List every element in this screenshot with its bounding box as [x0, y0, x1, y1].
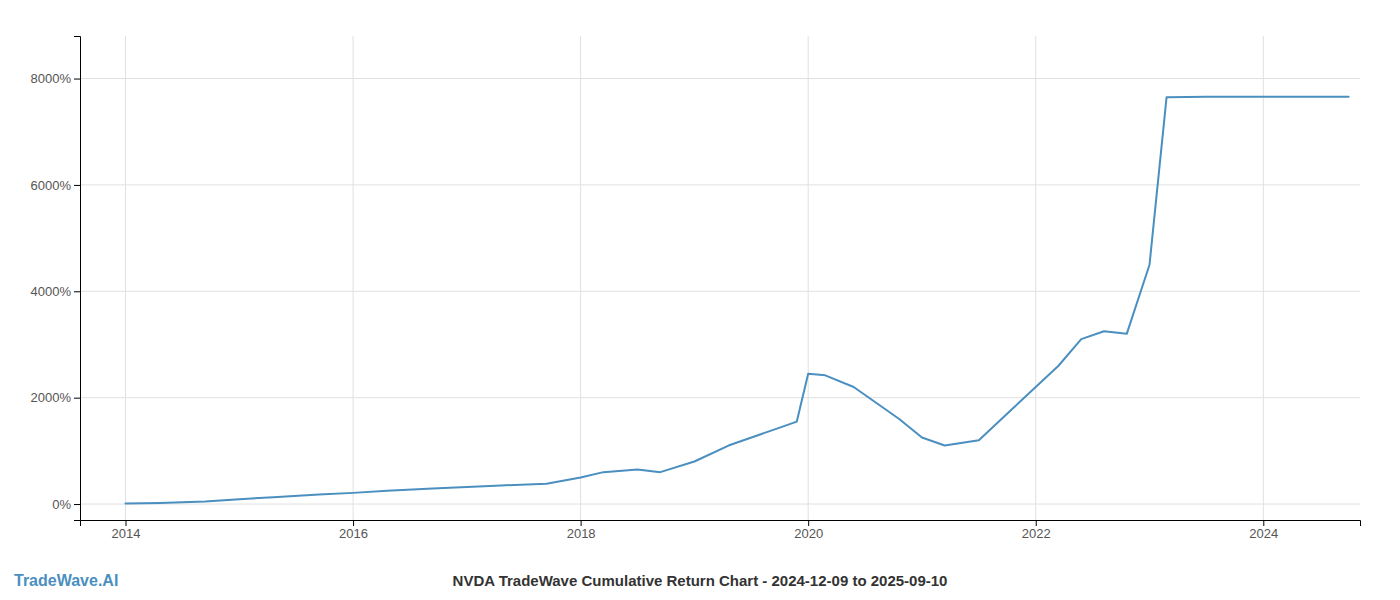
x-tick-mark [808, 520, 809, 526]
y-tick-mark [74, 398, 80, 399]
y-tick: 6000% [31, 178, 80, 193]
x-axis-line [81, 521, 1361, 527]
x-tick: 2014 [112, 520, 141, 541]
grid-line-y [80, 397, 1360, 398]
chart: 2014 2016 2018 2020 2022 2024 0% 2000% 4000% 6000… [0, 0, 1400, 600]
line [126, 97, 1349, 504]
y-tick: 0% [52, 497, 80, 512]
x-tick-label: 2022 [1022, 526, 1051, 541]
watermark: TradeWave.AI [14, 572, 118, 589]
grid-line-x [808, 36, 809, 520]
chart-container: 2014 2016 2018 2020 2022 2024 0% 2000% 4000% 6000… [0, 0, 1400, 600]
x-tick: 2022 [1022, 520, 1051, 541]
grid-line-x [353, 36, 354, 520]
grid-line-y [80, 78, 1360, 79]
x-tick-mark [353, 520, 354, 526]
grid [80, 36, 1360, 520]
y-tick-label: 0% [52, 497, 71, 512]
grid-line-x [1035, 36, 1036, 520]
y-tick: 4000% [31, 284, 80, 299]
x-tick: 2024 [1249, 520, 1278, 541]
x-tick-label: 2020 [794, 526, 823, 541]
x-tick-mark [1036, 520, 1037, 526]
y-tick-mark [74, 185, 80, 186]
y-tick: 8000% [31, 71, 80, 86]
grid-line-y [80, 504, 1360, 505]
grid-line-y [80, 291, 1360, 292]
x-tick-mark [1263, 520, 1264, 526]
y-tick-label: 4000% [31, 284, 72, 299]
grid-line-x [1263, 36, 1264, 520]
y-tick: 2000% [31, 390, 80, 405]
y-tick-mark [74, 291, 80, 292]
x-tick: 2016 [339, 520, 368, 541]
grid-line-y [80, 184, 1360, 185]
grid-line-x [580, 36, 581, 520]
title: NVDA TradeWave Cumulative Return Chart -… [453, 572, 948, 589]
x-tick-mark [126, 520, 127, 526]
x-tick: 2020 [794, 520, 823, 541]
x-axis: 2014 2016 2018 2020 2022 2024 [81, 520, 1361, 541]
x-tick-label: 2024 [1249, 526, 1278, 541]
x-tick-label: 2018 [567, 526, 596, 541]
x-tick-mark [581, 520, 582, 526]
x-tick-label: 2016 [339, 526, 368, 541]
y-tick-label: 8000% [31, 71, 72, 86]
grid-line-x [125, 36, 126, 520]
x-tick-label: 2014 [112, 526, 141, 541]
x-tick: 2018 [567, 520, 596, 541]
y-tick-mark [74, 504, 80, 505]
y-tick-label: 6000% [31, 178, 72, 193]
y-tick-mark [74, 79, 80, 80]
y-axis-line [74, 37, 81, 521]
y-tick-label: 2000% [31, 390, 72, 405]
y-axis: 0% 2000% 4000% 6000% 8000% [31, 37, 81, 521]
plot-area [126, 97, 1349, 504]
